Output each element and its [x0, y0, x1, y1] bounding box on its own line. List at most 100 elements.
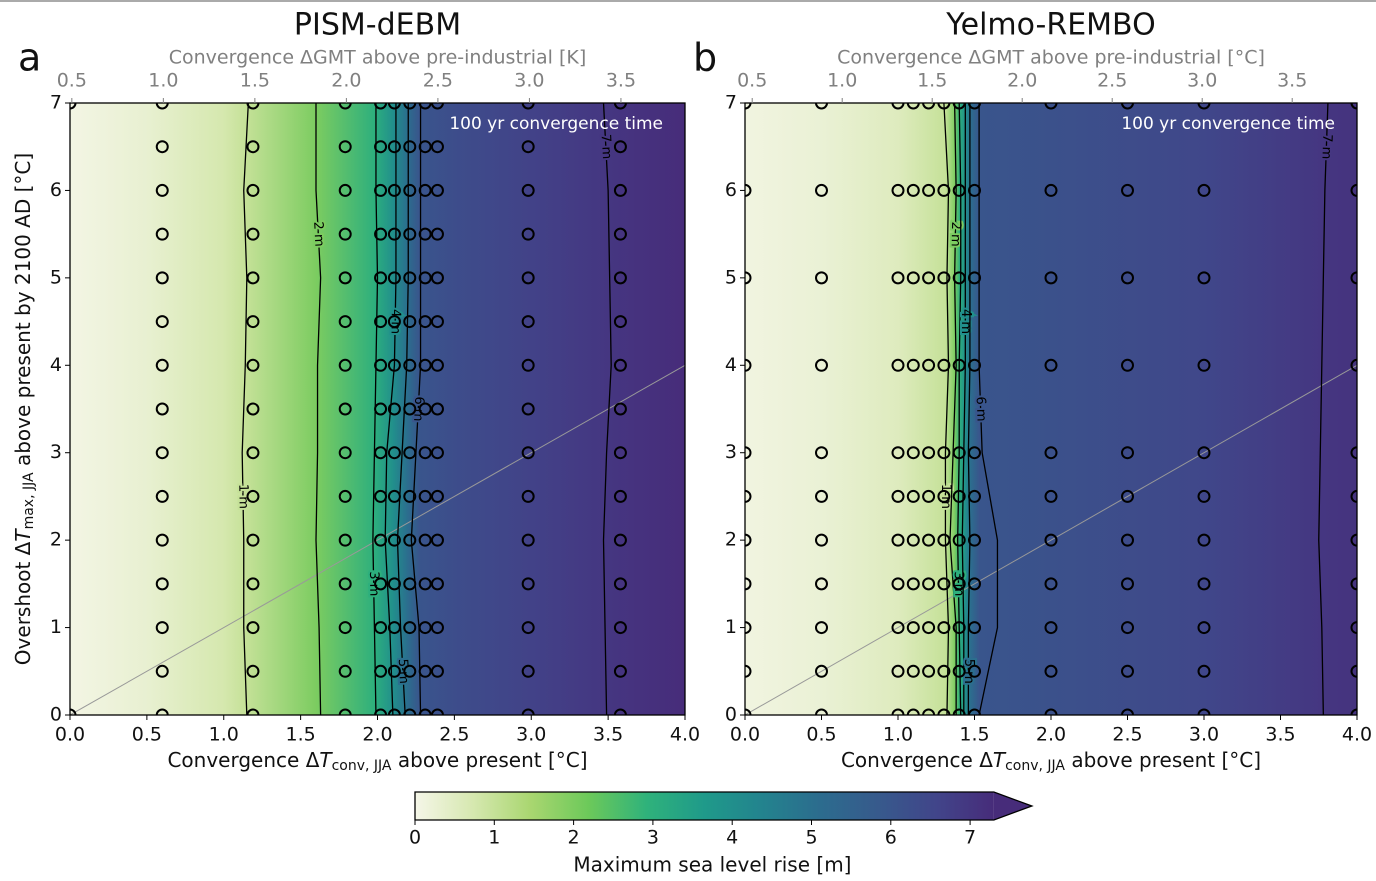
field-band [945, 103, 956, 715]
sample-point [246, 103, 260, 110]
x-tick-label: 2.5 [1112, 724, 1142, 746]
field-band [223, 103, 246, 715]
plot-area: 1 m 2 m 3 m 4 m 5 m 6 m 7 m [70, 103, 685, 715]
sample-point [613, 315, 627, 329]
sample-point [937, 446, 951, 460]
sample-point [613, 489, 627, 503]
sample-point [338, 271, 352, 285]
label-subscript: conv, JJA [332, 758, 392, 774]
sample-point [155, 140, 169, 154]
sample-point [937, 621, 951, 635]
sample-point [338, 664, 352, 678]
x-tick-label: 1.0 [883, 724, 913, 746]
sample-point [815, 533, 828, 547]
panel-label: a [18, 36, 41, 80]
y-tick-label: 3 [725, 441, 737, 463]
sample-point [418, 183, 432, 197]
y-tick-label: 6 [50, 179, 62, 201]
y-tick-label: 5 [725, 266, 737, 288]
sample-point [1197, 577, 1211, 591]
sample-point [155, 402, 169, 416]
contour-label: 7 m [1318, 134, 1334, 160]
sample-point [815, 271, 828, 285]
y-tick-label: 6 [725, 179, 737, 201]
sample-point [1044, 664, 1058, 678]
field-band [954, 103, 960, 715]
sample-point [952, 103, 966, 110]
x2-tick-label: 2.0 [1007, 70, 1037, 92]
sample-point [430, 227, 444, 241]
sample-point [1197, 664, 1211, 678]
sample-point [387, 315, 401, 329]
y-tick-label: 3 [50, 441, 62, 463]
x2-tick-label: 0.5 [737, 70, 767, 92]
field-band [965, 103, 971, 715]
colorbar-tick-label: 1 [488, 827, 500, 849]
sample-point [613, 103, 627, 110]
sample-point [1044, 577, 1058, 591]
sample-point [968, 183, 981, 197]
sample-point [403, 446, 417, 460]
sample-point [403, 358, 417, 372]
sample-point [374, 140, 388, 154]
sample-point [403, 664, 417, 678]
chart-title: Yelmo-REMBO [945, 8, 1155, 43]
sample-point [403, 489, 417, 503]
sample-point [338, 402, 352, 416]
sample-point [338, 140, 352, 154]
contour-label: 1 m [938, 484, 953, 509]
sample-point [155, 103, 169, 110]
sample-point [246, 271, 260, 285]
sample-point [1197, 358, 1211, 372]
sample-point [403, 183, 417, 197]
contour-label: 6 m [410, 396, 426, 422]
sample-point [1044, 533, 1058, 547]
sample-point [1044, 103, 1058, 110]
sample-point [418, 103, 432, 110]
sample-point [418, 402, 432, 416]
sample-point [246, 708, 260, 715]
sample-point [387, 708, 401, 715]
sample-point [1350, 271, 1357, 285]
sample-point [1197, 183, 1211, 197]
sample-point [906, 358, 920, 372]
sample-point [374, 533, 388, 547]
sample-point [521, 227, 535, 241]
sample-point [952, 664, 966, 678]
sample-point [968, 103, 981, 110]
sample-point [521, 402, 535, 416]
field-band [245, 103, 317, 715]
sample-point [937, 271, 951, 285]
sample-point [745, 446, 752, 460]
sample-point [387, 358, 401, 372]
sample-point [418, 446, 432, 460]
sample-point [418, 664, 432, 678]
field-band [374, 103, 394, 715]
sample-point [968, 489, 981, 503]
sample-point [338, 315, 352, 329]
sample-point [338, 621, 352, 635]
contour-label: 3 m [366, 571, 381, 596]
label-suffix: above present [°C] [1065, 748, 1261, 772]
x2-axis-label: Convergence ΔGMT above pre-industrial [K… [169, 47, 586, 69]
sample-point [374, 315, 388, 329]
sample-point [968, 446, 981, 460]
sample-point [338, 227, 352, 241]
sample-point [374, 577, 388, 591]
sample-point [246, 577, 260, 591]
sample-point [613, 271, 627, 285]
label-text: Overshoot Δ [11, 541, 35, 665]
x-tick-label: 2.5 [439, 724, 469, 746]
sample-point [922, 621, 936, 635]
sample-point [246, 315, 260, 329]
sample-point [891, 183, 905, 197]
sample-point [891, 103, 905, 110]
sample-point [815, 664, 828, 678]
sample-point [891, 446, 905, 460]
sample-point [521, 140, 535, 154]
sample-point [613, 227, 627, 241]
sample-point [968, 533, 981, 547]
sample-point [745, 664, 752, 678]
sample-point [1121, 271, 1134, 285]
